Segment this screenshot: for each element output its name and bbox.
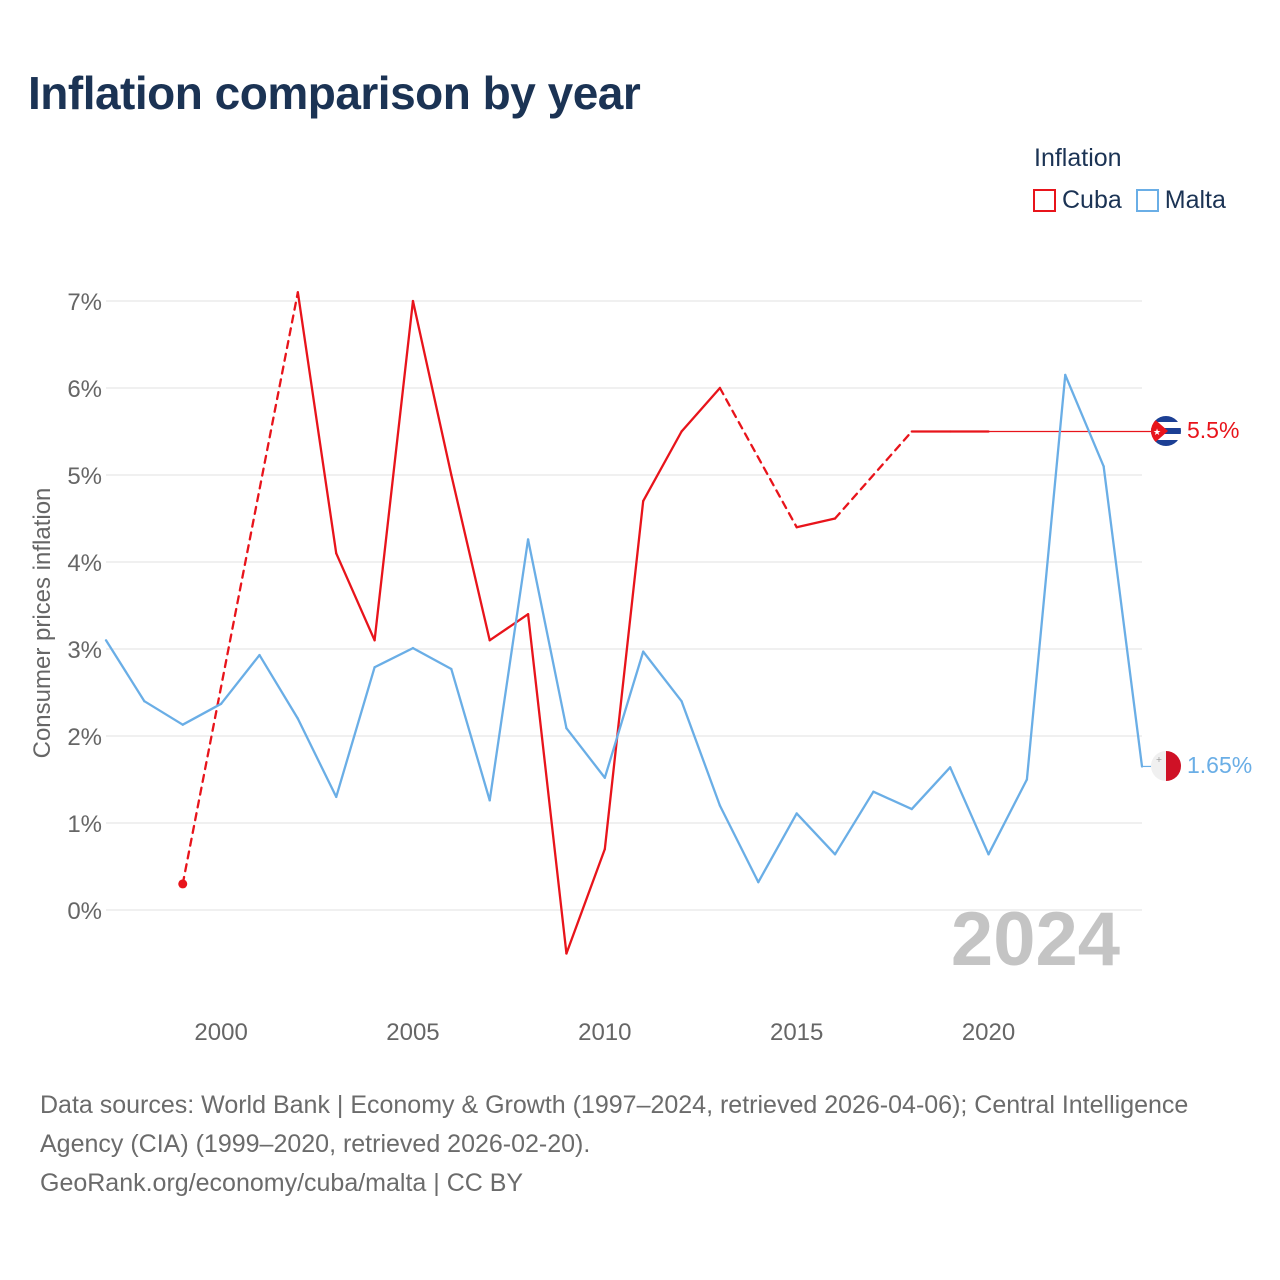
data-sources: Data sources: World Bank | Economy & Gro… xyxy=(40,1091,1189,1158)
footer: Data sources: World Bank | Economy & Gro… xyxy=(40,1086,1240,1203)
legend-title: Inflation xyxy=(1034,144,1122,172)
chart-title: Inflation comparison by year xyxy=(28,67,641,119)
malta-end-value: 1.65% xyxy=(1187,752,1252,778)
year-watermark: 2024 xyxy=(951,897,1120,982)
malta-line-segment xyxy=(833,790,875,856)
y-axis-ticks: 0% 1% 2% 3% 4% 5% 6% 7% xyxy=(67,289,102,925)
cuba-line-segment xyxy=(450,473,491,642)
cuba-line-segment xyxy=(373,299,415,642)
legend-swatch-malta xyxy=(1135,189,1159,212)
malta-line-segment xyxy=(143,700,184,726)
svg-text:+: + xyxy=(1156,755,1163,764)
x-tick-label: 2010 xyxy=(578,1019,631,1046)
cuba-line-segment xyxy=(603,499,645,851)
malta-line-segment xyxy=(642,650,683,703)
svg-text:★: ★ xyxy=(1153,428,1161,438)
malta-line-segment xyxy=(948,766,990,856)
malta-line-segment xyxy=(104,639,146,703)
malta-line-segment xyxy=(680,700,722,807)
legend-label-malta: Malta xyxy=(1164,186,1226,214)
malta-flag-icon: + xyxy=(1151,751,1181,781)
malta-line-segment xyxy=(1064,373,1105,468)
malta-line-segment xyxy=(526,538,568,730)
x-tick-label: 2005 xyxy=(386,1019,439,1046)
y-tick-label: 4% xyxy=(67,550,102,577)
malta-line-segment xyxy=(987,778,1029,856)
cuba-line-segment xyxy=(565,847,606,955)
cuba-line-segment xyxy=(795,517,837,529)
cuba-line-segment xyxy=(181,291,300,886)
malta-line-segment xyxy=(181,702,223,726)
malta-line-segment xyxy=(757,812,798,884)
y-tick-label: 5% xyxy=(67,463,102,490)
malta-line-segment xyxy=(450,667,491,802)
malta-line-segment xyxy=(872,790,913,811)
cuba-line-segment xyxy=(296,291,338,555)
malta-line-segment xyxy=(373,646,415,669)
series-lines xyxy=(104,291,1151,955)
cuba-line-segment xyxy=(335,552,376,642)
legend-swatch-cuba xyxy=(1033,189,1056,212)
malta-line-segment xyxy=(795,812,837,856)
malta-line-segment xyxy=(718,804,760,884)
malta-line-segment xyxy=(1025,373,1067,781)
y-tick-label: 1% xyxy=(67,811,102,838)
malta-line-segment xyxy=(488,538,530,802)
malta-line-segment xyxy=(910,766,952,811)
y-tick-label: 0% xyxy=(67,898,102,925)
cuba-line-segment xyxy=(642,430,683,503)
x-tick-label: 2015 xyxy=(770,1019,823,1046)
malta-line-segment xyxy=(565,727,606,779)
cuba-start-point xyxy=(178,879,188,889)
cuba-line-segment xyxy=(526,613,568,955)
y-tick-label: 3% xyxy=(67,637,102,664)
legend-item-cuba[interactable]: Cuba xyxy=(1033,186,1122,215)
x-axis-ticks: 2000 2005 2010 2015 2020 xyxy=(194,1019,1015,1046)
line-chart: 0% 1% 2% 3% 4% 5% 6% 7% 2000 2005 2010 2015 2020 Co… xyxy=(29,289,1252,1046)
malta-line-segment xyxy=(296,717,338,799)
end-markers: ★ + xyxy=(1151,416,1181,781)
cuba-line-segment xyxy=(833,430,913,520)
y-tick-label: 6% xyxy=(67,376,102,403)
cuba-line-segment xyxy=(488,613,530,642)
cuba-line-segment xyxy=(680,386,722,433)
y-axis-label: Consumer prices inflation xyxy=(29,488,56,759)
credit-link[interactable]: GeoRank.org/economy/cuba/malta | CC BY xyxy=(40,1169,524,1197)
legend-item-malta[interactable]: Malta xyxy=(1135,186,1226,215)
malta-line-segment xyxy=(219,653,261,705)
x-tick-label: 2020 xyxy=(962,1019,1015,1046)
cuba-line-segment xyxy=(411,299,453,477)
malta-line-segment xyxy=(603,650,645,779)
malta-line-segment xyxy=(258,653,300,720)
y-tick-label: 7% xyxy=(67,289,102,316)
cuba-flag-icon: ★ xyxy=(1151,416,1181,446)
y-tick-label: 2% xyxy=(67,724,102,751)
cuba-line-segment xyxy=(718,386,798,529)
cuba-end-value: 5.5% xyxy=(1187,417,1239,443)
x-tick-label: 2000 xyxy=(194,1019,247,1046)
malta-line-segment xyxy=(1102,465,1144,768)
legend: Cuba Malta xyxy=(1033,186,1240,215)
malta-line-segment xyxy=(411,646,453,671)
grid-lines xyxy=(106,300,1142,911)
malta-line-segment xyxy=(335,666,376,799)
legend-label-cuba: Cuba xyxy=(1062,186,1122,214)
